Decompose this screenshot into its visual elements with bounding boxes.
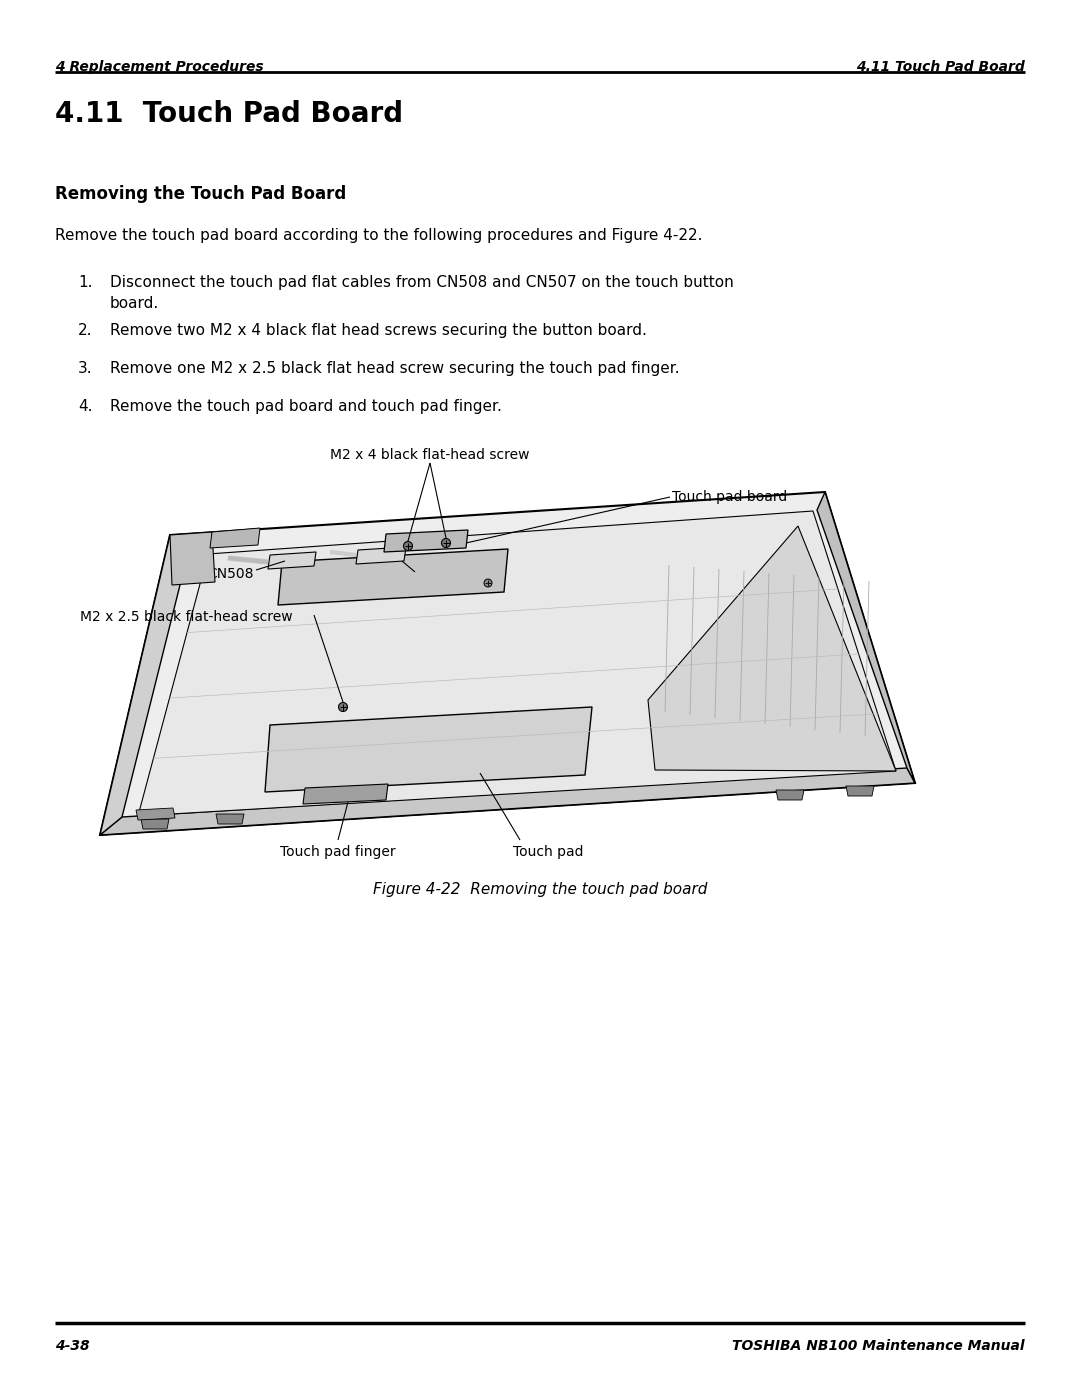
Polygon shape: [170, 532, 215, 585]
Text: 2.: 2.: [78, 323, 93, 338]
Polygon shape: [356, 548, 406, 564]
Text: Remove the touch pad board according to the following procedures and Figure 4-22: Remove the touch pad board according to …: [55, 228, 702, 243]
Polygon shape: [384, 529, 468, 552]
Text: Remove two M2 x 4 black flat head screws securing the button board.: Remove two M2 x 4 black flat head screws…: [110, 323, 647, 338]
Polygon shape: [100, 492, 915, 835]
Polygon shape: [265, 707, 592, 792]
Circle shape: [484, 578, 492, 587]
Text: 4.11  Touch Pad Board: 4.11 Touch Pad Board: [55, 101, 403, 129]
Text: M2 x 2.5 black flat-head screw: M2 x 2.5 black flat-head screw: [80, 610, 293, 624]
Polygon shape: [100, 768, 915, 835]
Text: Remove the touch pad board and touch pad finger.: Remove the touch pad board and touch pad…: [110, 400, 502, 414]
Text: Remove one M2 x 2.5 black flat head screw securing the touch pad finger.: Remove one M2 x 2.5 black flat head scre…: [110, 360, 679, 376]
Text: 4 Replacement Procedures: 4 Replacement Procedures: [55, 60, 264, 74]
Polygon shape: [141, 819, 168, 828]
Polygon shape: [846, 787, 874, 796]
Text: Figure 4-22  Removing the touch pad board: Figure 4-22 Removing the touch pad board: [373, 882, 707, 897]
Polygon shape: [216, 814, 244, 824]
Polygon shape: [816, 492, 915, 782]
Text: Touch pad finger: Touch pad finger: [280, 845, 395, 859]
Text: Removing the Touch Pad Board: Removing the Touch Pad Board: [55, 184, 347, 203]
Circle shape: [442, 538, 450, 548]
Text: 3.: 3.: [78, 360, 93, 376]
Polygon shape: [278, 549, 508, 605]
Polygon shape: [210, 528, 260, 548]
Polygon shape: [303, 784, 388, 805]
Text: 1.: 1.: [78, 275, 93, 291]
Text: Disconnect the touch pad flat cables from CN508 and CN507 on the touch button: Disconnect the touch pad flat cables fro…: [110, 275, 733, 291]
Polygon shape: [648, 527, 896, 771]
Text: 4.: 4.: [78, 400, 93, 414]
Circle shape: [404, 542, 413, 550]
Polygon shape: [138, 511, 896, 816]
Text: 4.11 Touch Pad Board: 4.11 Touch Pad Board: [856, 60, 1025, 74]
Text: 4-38: 4-38: [55, 1338, 90, 1354]
Circle shape: [338, 703, 348, 711]
Polygon shape: [777, 789, 804, 800]
Text: Touch pad board: Touch pad board: [672, 490, 787, 504]
Text: CN508: CN508: [207, 567, 254, 581]
Text: board.: board.: [110, 296, 159, 312]
Text: M2 x 4 black flat-head screw: M2 x 4 black flat-head screw: [330, 448, 530, 462]
Polygon shape: [268, 552, 316, 569]
Polygon shape: [100, 535, 188, 835]
Polygon shape: [136, 807, 175, 820]
Text: Touch pad: Touch pad: [513, 845, 583, 859]
Text: TOSHIBA NB100 Maintenance Manual: TOSHIBA NB100 Maintenance Manual: [732, 1338, 1025, 1354]
Text: CN507: CN507: [418, 571, 464, 585]
